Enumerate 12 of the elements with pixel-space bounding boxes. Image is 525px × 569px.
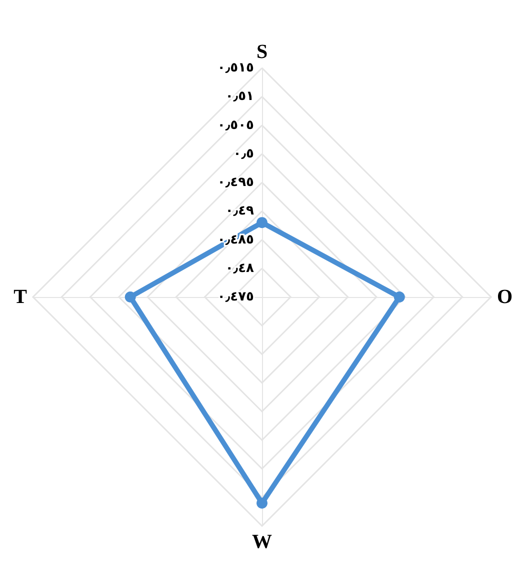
y-tick-label: ٠٫٤٩ bbox=[225, 204, 254, 219]
y-tick-label: ٠٫٤٨ bbox=[225, 260, 254, 276]
spoke-label: T bbox=[14, 286, 28, 308]
y-tick-label: ٠٫٥٠٥ bbox=[217, 118, 254, 133]
y-tick-label: ٠٫٤٧٥ bbox=[217, 290, 254, 304]
y-tick-label: ٠٫٥١ bbox=[225, 89, 254, 104]
y-tick-label: ٠٫٥١٥ bbox=[217, 60, 254, 76]
spoke-label: O bbox=[497, 286, 513, 308]
spoke-label: S bbox=[256, 41, 268, 63]
y-tick-label: ٠٫٤٩٥ bbox=[217, 175, 254, 190]
spoke-label: W bbox=[252, 531, 272, 553]
y-tick-label: ٠٫٥ bbox=[233, 146, 254, 162]
